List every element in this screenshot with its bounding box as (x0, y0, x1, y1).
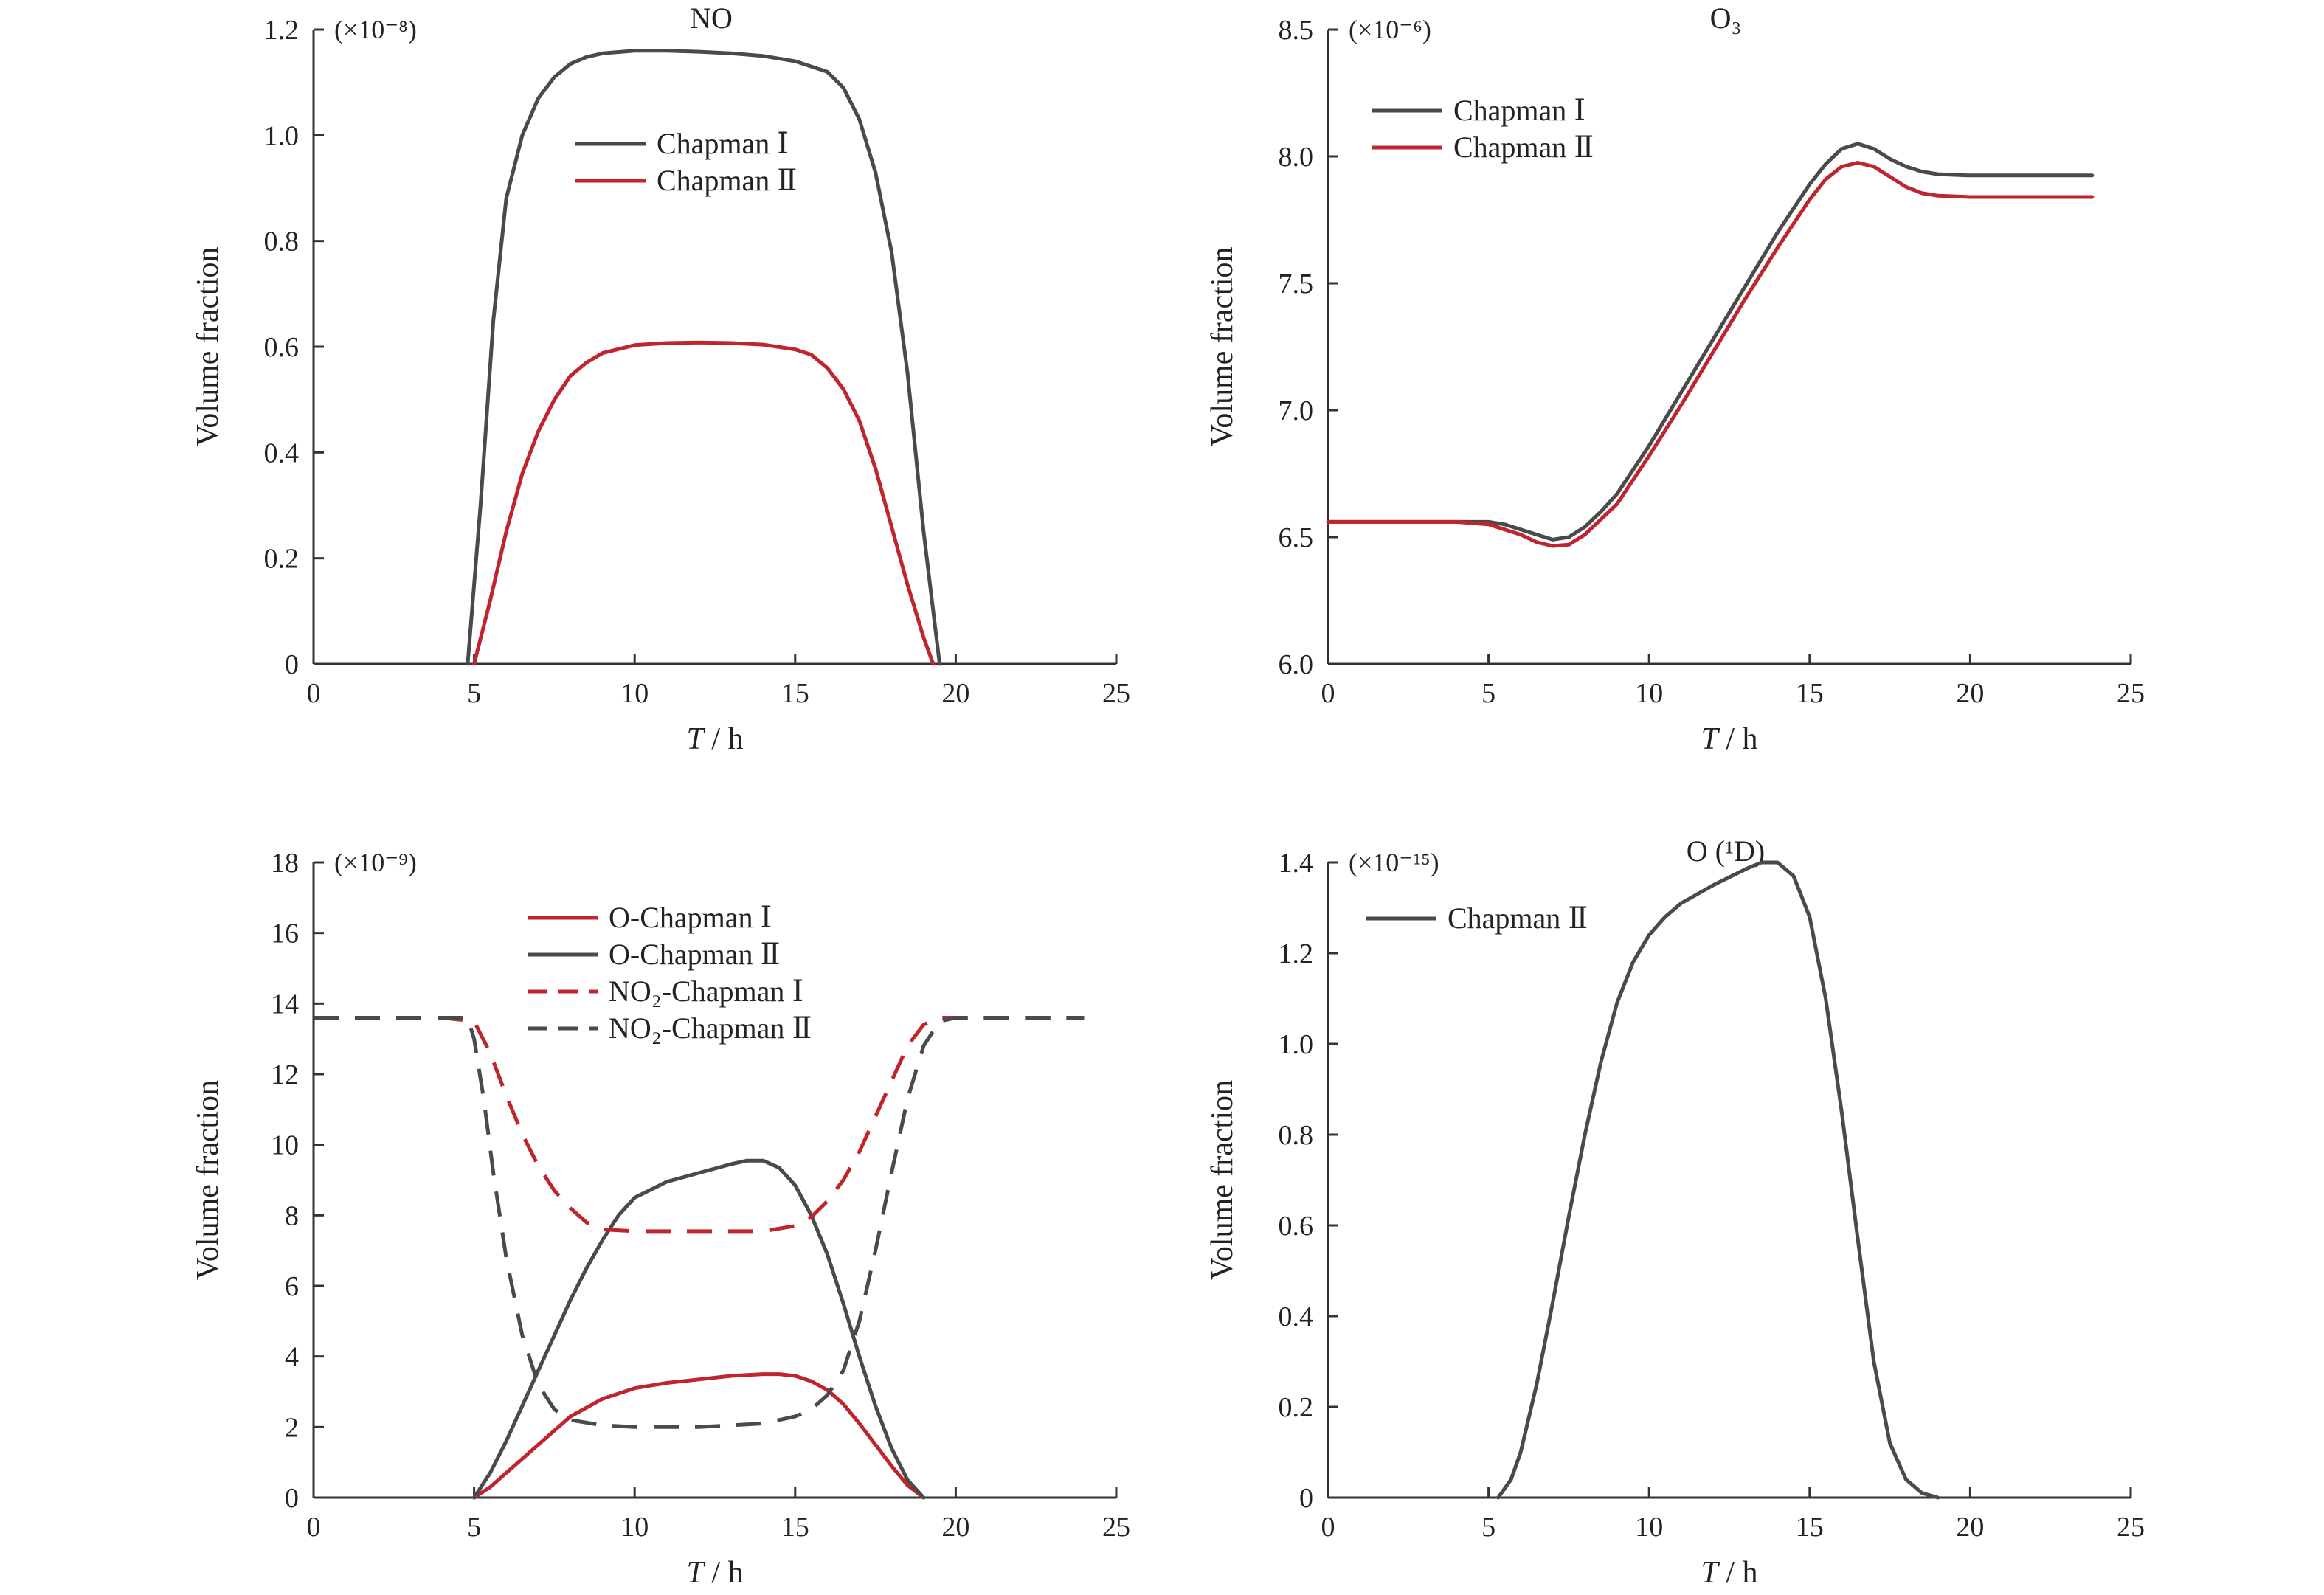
y-tick-label: 14 (271, 989, 299, 1020)
x-tick-label: 0 (307, 678, 321, 709)
legend-label: O-Chapman Ⅰ (609, 901, 772, 934)
chart-o3: 6.0 6.5 7.0 7.5 8.0 8.5 0 5 10 15 20 25 (×10⁻⁶) O₃ T /… (1206, 1, 2145, 756)
x-tick-label: 10 (1635, 1512, 1663, 1543)
y-tick-label: 8.5 (1279, 15, 1314, 46)
x-tick-label: 5 (1481, 1512, 1495, 1543)
series-line-1 (472, 340, 936, 666)
scale-label: (×10⁻¹⁵) (1349, 848, 1439, 877)
chart-no: 0 0.2 0.4 0.6 0.8 1.0 1.2 0 5 10 15 20 25 (×10⁻⁸) NO T … (191, 1, 1130, 756)
y-tick-label: 0.4 (1279, 1301, 1314, 1332)
y-tick-label: 0 (1299, 1483, 1313, 1514)
x-axis-label: T / h (686, 722, 743, 756)
y-tick-label: 0.2 (264, 544, 300, 575)
series-line-0 (1496, 860, 1940, 1500)
legend-label: Chapman Ⅱ (1448, 902, 1588, 935)
chart-o-no2: 0 2 4 6 8 10 12 14 16 18 0 5 10 15 20 25 (×10⁻⁹) T / h Vol… (191, 848, 1130, 1590)
legend-label: Chapman Ⅱ (657, 164, 798, 197)
series-line-1 (472, 1158, 926, 1500)
y-tick-label: 0.6 (1279, 1211, 1314, 1242)
x-tick-label: 0 (1321, 1512, 1335, 1543)
y-tick-label: 10 (271, 1130, 299, 1161)
x-axis-label: T / h (686, 1556, 743, 1590)
x-tick-label: 25 (1102, 678, 1130, 709)
x-tick-label: 25 (1102, 1512, 1130, 1543)
x-tick-label: 15 (1796, 1512, 1824, 1543)
legend: Chapman Ⅱ (1366, 902, 1588, 935)
series-line-2 (314, 1016, 1085, 1234)
y-tick-label: 18 (271, 848, 299, 879)
scale-label: (×10⁻⁶) (1349, 15, 1431, 44)
legend-label: NO₂-Chapman Ⅱ (609, 1011, 812, 1045)
legend: O-Chapman Ⅰ O-Chapman Ⅱ NO₂-Chapman ⅠNO₂-C… (528, 901, 812, 1045)
x-tick-label: 5 (467, 1512, 481, 1543)
legend-label: Chapman Ⅰ (657, 127, 789, 160)
y-tick-label: 0.6 (264, 332, 300, 363)
x-tick-label: 0 (307, 1512, 321, 1543)
y-tick-label: 2 (285, 1412, 299, 1443)
y-axis-label: Volume fraction (191, 1080, 225, 1280)
legend-label: NO₂-Chapman Ⅰ (609, 975, 803, 1008)
series-line-0 (1326, 142, 2095, 542)
chart-title: O (¹D) (1687, 834, 1765, 868)
y-tick-label: 1.2 (1279, 938, 1314, 969)
chart-o1d: 0 0.2 0.4 0.6 0.8 1.0 1.2 1.4 0 5 10 15 20 25 (×10⁻¹⁵)… (1206, 834, 2145, 1590)
legend: Chapman Ⅰ Chapman Ⅱ (575, 127, 798, 197)
y-tick-label: 7.5 (1279, 269, 1314, 300)
chart-title: O₃ (1710, 1, 1742, 35)
x-tick-label: 10 (1635, 678, 1663, 709)
y-tick-label: 0.8 (264, 226, 300, 257)
y-tick-label: 1.2 (264, 15, 300, 46)
y-tick-label: 6.5 (1279, 522, 1314, 553)
y-tick-label: 4 (285, 1342, 299, 1373)
y-tick-label: 0.4 (264, 437, 300, 468)
y-axis-label: Volume fraction (1206, 247, 1239, 447)
series-line-0 (472, 1372, 926, 1500)
y-tick-label: 12 (271, 1059, 299, 1090)
x-tick-label: 10 (620, 678, 649, 709)
x-tick-label: 5 (1481, 678, 1495, 709)
legend-label: O-Chapman Ⅱ (609, 938, 781, 971)
x-tick-label: 0 (1321, 678, 1335, 709)
x-tick-label: 15 (781, 678, 809, 709)
y-tick-label: 1.4 (1279, 848, 1314, 879)
y-tick-label: 8 (285, 1200, 299, 1231)
series-line-0 (466, 49, 942, 666)
y-tick-label: 7.0 (1279, 395, 1314, 426)
x-tick-label: 15 (781, 1512, 809, 1543)
y-tick-label: 6 (285, 1271, 299, 1302)
legend-label: Chapman Ⅱ (1453, 131, 1594, 164)
legend: Chapman Ⅰ Chapman Ⅱ (1372, 94, 1594, 164)
x-axis-label: T / h (1701, 1556, 1757, 1590)
y-axis-label: Volume fraction (191, 247, 225, 447)
y-tick-label: 8.0 (1279, 142, 1314, 173)
x-tick-label: 20 (941, 678, 969, 709)
x-tick-label: 5 (467, 678, 481, 709)
series-line-3 (314, 1016, 1085, 1429)
y-axis-label: Volume fraction (1206, 1080, 1239, 1280)
scale-label: (×10⁻⁹) (334, 848, 417, 877)
y-tick-label: 1.0 (1279, 1029, 1314, 1060)
x-tick-label: 10 (620, 1512, 649, 1543)
y-tick-label: 16 (271, 918, 299, 949)
y-tick-label: 1.0 (264, 120, 300, 151)
y-tick-label: 6.0 (1279, 649, 1314, 680)
y-tick-label: 0.8 (1279, 1120, 1314, 1151)
scale-label: (×10⁻⁸) (334, 15, 417, 44)
series-line-1 (1326, 161, 2095, 548)
y-tick-label: 0.2 (1279, 1392, 1314, 1423)
y-tick-label: 0 (285, 649, 299, 680)
x-tick-label: 20 (941, 1512, 969, 1543)
x-tick-label: 15 (1796, 678, 1824, 709)
x-axis-label: T / h (1701, 722, 1757, 756)
x-tick-label: 25 (2117, 678, 2145, 709)
x-tick-label: 20 (1956, 1512, 1984, 1543)
x-tick-label: 25 (2117, 1512, 2145, 1543)
y-tick-label: 0 (285, 1483, 299, 1514)
chart-title: NO (690, 1, 733, 35)
legend-label: Chapman Ⅰ (1453, 94, 1585, 127)
x-tick-label: 20 (1956, 678, 1984, 709)
